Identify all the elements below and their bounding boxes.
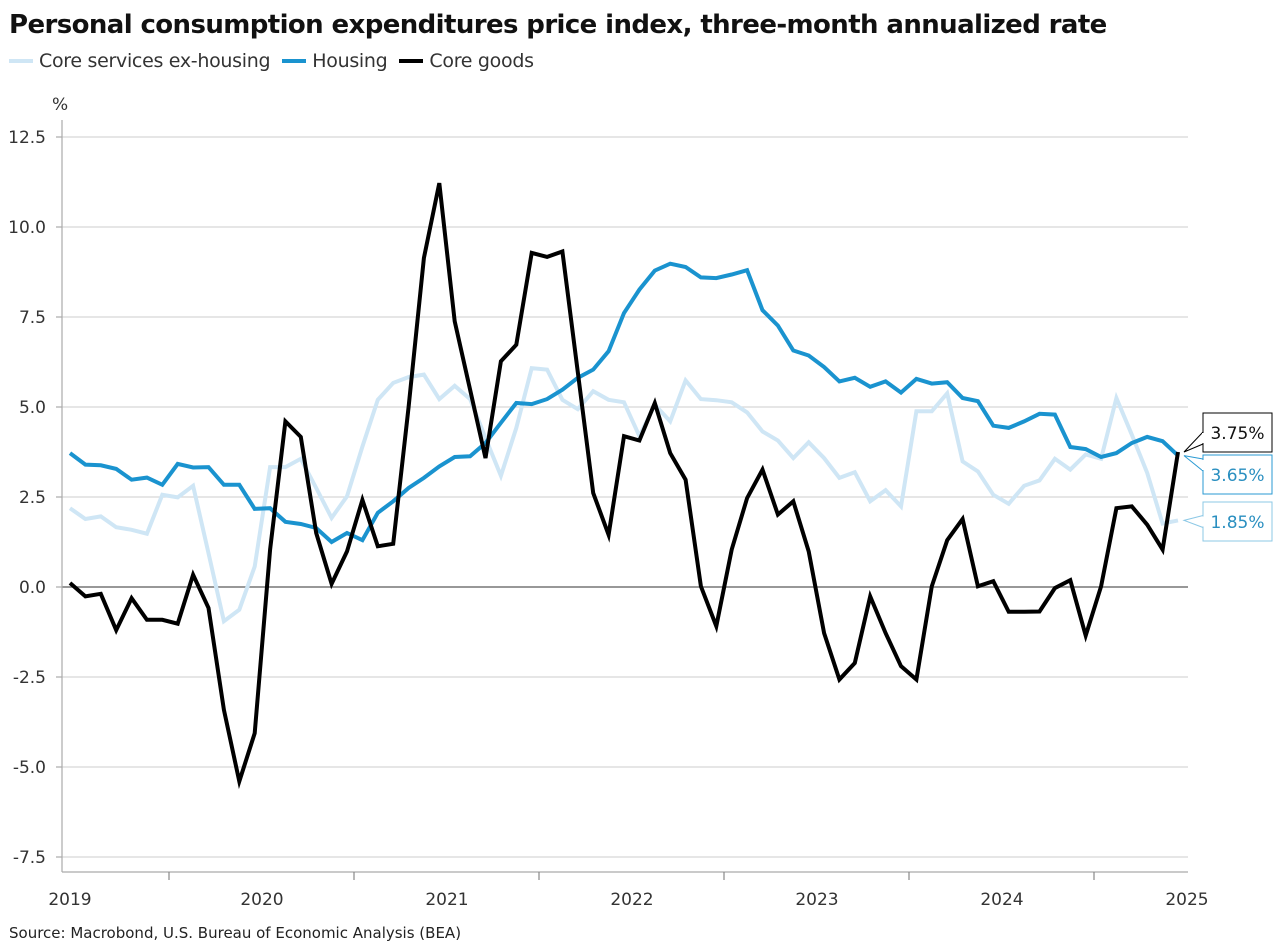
x-tick-label: 2024: [980, 890, 1023, 910]
y-tick-label: 0.0: [19, 578, 46, 598]
y-tick-label: 7.5: [19, 308, 46, 328]
legend-label: Housing: [312, 50, 388, 72]
series-line-core-goods: [68, 182, 1180, 790]
callout-pointer: [1183, 455, 1204, 472]
end-value-callout: 1.85%: [1182, 501, 1273, 542]
y-tick-label: 5.0: [19, 398, 46, 418]
legend-item-housing: Housing: [282, 50, 388, 72]
x-tick-label: 2022: [610, 890, 653, 910]
y-tick-label: 12.5: [8, 128, 46, 148]
x-tick-label: 2025: [1165, 890, 1208, 910]
x-tick-label: 2023: [795, 890, 838, 910]
x-tick-label: 2021: [425, 890, 468, 910]
end-value-callout: 3.75%: [1183, 412, 1273, 453]
y-tick-label: 2.5: [19, 488, 46, 508]
callout-box: [1202, 412, 1273, 453]
callout-pointer: [1183, 431, 1204, 453]
legend-swatch: [282, 59, 307, 63]
legend-item-core-services: Core services ex-housing: [9, 50, 271, 72]
x-tick-label: 2019: [48, 890, 91, 910]
x-tick-label: 2020: [240, 890, 283, 910]
callout-pointer: [1182, 515, 1204, 528]
chart-title: Personal consumption expenditures price …: [9, 10, 1107, 40]
y-tick-label: 10.0: [8, 218, 46, 238]
callout-label: 3.75%: [1210, 424, 1264, 444]
source-note: Source: Macrobond, U.S. Bureau of Econom…: [9, 924, 462, 942]
y-tick-label: -2.5: [13, 668, 46, 688]
legend-label: Core goods: [429, 50, 534, 72]
y-axis-unit-label: %: [52, 95, 68, 115]
y-tick-label: -7.5: [13, 848, 46, 868]
callout-box: [1202, 454, 1273, 495]
legend-item-core-goods: Core goods: [399, 50, 534, 72]
legend-swatch: [9, 59, 33, 63]
callout-label: 3.65%: [1210, 466, 1264, 486]
legend: Core services ex-housing Housing Core go…: [9, 50, 534, 72]
y-tick-label: -5.0: [13, 758, 46, 778]
callout-box: [1202, 501, 1273, 542]
end-value-callout: 3.65%: [1183, 454, 1273, 495]
legend-label: Core services ex-housing: [39, 50, 271, 72]
series-line-core-services-ex-housing: [68, 365, 1179, 625]
callout-label: 1.85%: [1210, 513, 1264, 533]
legend-swatch: [399, 59, 424, 63]
